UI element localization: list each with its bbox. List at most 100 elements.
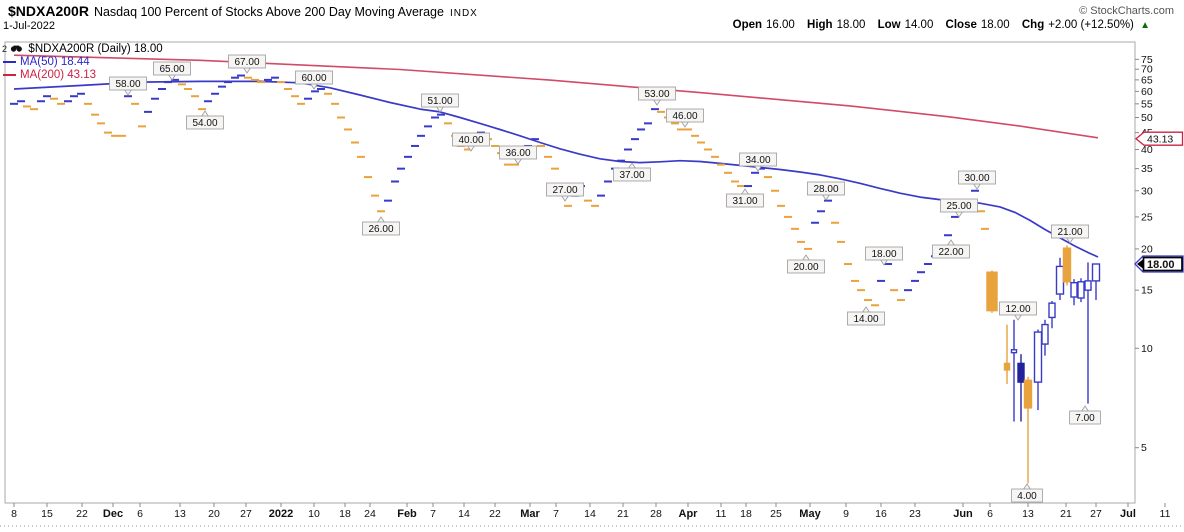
- daily-close-dash: [924, 263, 932, 266]
- daily-close-dash: [724, 171, 732, 174]
- daily-close-dash: [851, 279, 859, 282]
- ma200-line: [13, 54, 1099, 139]
- x-tick-label: Jul: [1120, 508, 1136, 520]
- daily-close-dash: [397, 167, 405, 170]
- daily-close-dash: [138, 125, 146, 128]
- daily-close-dash: [191, 95, 199, 98]
- daily-close-dash: [84, 102, 92, 105]
- price-callout: 31.00: [732, 196, 757, 207]
- x-tick-label: 24: [364, 508, 376, 520]
- high-label: High: [807, 19, 833, 31]
- price-callout: 21.00: [1057, 227, 1082, 238]
- x-tick-label: 15: [41, 508, 53, 520]
- price-callout: 4.00: [1017, 491, 1037, 502]
- daily-close-dash: [257, 81, 265, 84]
- daily-close-dash: [717, 163, 725, 166]
- price-callout: 7.00: [1075, 413, 1095, 424]
- daily-close-dash: [411, 144, 419, 147]
- daily-close-dash: [404, 155, 412, 158]
- price-callout: 40.00: [458, 135, 483, 146]
- callout-box: [186, 115, 224, 130]
- chart-header: $NDXA200R Nasdaq 100 Percent of Stocks Ab…: [8, 3, 478, 21]
- daily-close-dash: [237, 74, 245, 77]
- daily-close-dash: [151, 97, 159, 100]
- daily-close-dash: [30, 108, 38, 111]
- daily-close-dash: [124, 95, 132, 98]
- daily-close-dash: [897, 299, 905, 302]
- daily-close-dash: [251, 78, 259, 81]
- daily-close-dash: [757, 167, 765, 170]
- legend-ma200-row: MA(200) 43.13: [2, 69, 163, 82]
- daily-close-dash: [597, 194, 605, 197]
- callout-box: [932, 244, 970, 259]
- callout-box: [847, 311, 885, 326]
- candle-body: [1077, 281, 1085, 299]
- daily-close-dash: [824, 199, 832, 202]
- daily-close-dash: [631, 138, 639, 141]
- low-label: Low: [877, 19, 901, 31]
- legend-ma50-row: MA(50) 18.44: [2, 56, 163, 69]
- price-callout: 22.00: [938, 247, 963, 258]
- y-tick-label: 40: [1141, 144, 1153, 156]
- daily-close-dash: [977, 210, 985, 213]
- daily-close-dash: [864, 299, 872, 302]
- price-callout: 34.00: [745, 155, 770, 166]
- ma50-line: [13, 80, 1099, 258]
- daily-close-dash: [844, 263, 852, 266]
- x-tick-label: 7: [430, 508, 436, 520]
- callout-box: [295, 70, 333, 85]
- daily-close-dash: [584, 199, 592, 202]
- callout-box: [958, 170, 996, 185]
- y-tick-label: 75: [1141, 54, 1153, 66]
- daily-close-dash: [537, 144, 545, 147]
- x-tick-label: 10: [308, 508, 320, 520]
- chart-tool-icon: [11, 45, 23, 52]
- candle-body: [1070, 282, 1078, 298]
- daily-close-dash: [17, 100, 25, 103]
- candle-body: [1017, 362, 1025, 383]
- price-callout: 51.00: [427, 96, 452, 107]
- daily-close-dash: [164, 81, 172, 84]
- daily-close-dash: [184, 87, 192, 90]
- x-tick-label: 22: [76, 508, 88, 520]
- y-tick-label: 10: [1141, 343, 1153, 355]
- daily-close-dash: [591, 204, 599, 207]
- daily-close-dash: [797, 240, 805, 243]
- y-tick-label: 25: [1141, 211, 1153, 223]
- candle-body: [1010, 349, 1018, 354]
- daily-close-dash: [64, 100, 72, 103]
- daily-close-dash: [511, 163, 519, 166]
- daily-close-dash: [37, 100, 45, 103]
- daily-close-dash: [804, 247, 812, 250]
- daily-close-dash: [791, 227, 799, 230]
- price-callout: 36.00: [505, 148, 530, 159]
- daily-close-dash: [198, 108, 206, 111]
- ma50-swatch: [3, 60, 16, 63]
- daily-close-dash: [837, 240, 845, 243]
- price-callout: 27.00: [552, 185, 577, 196]
- daily-close-dash: [244, 76, 252, 79]
- price-callout: 60.00: [301, 73, 326, 84]
- daily-close-dash: [917, 271, 925, 274]
- y-tick-label: 15: [1141, 285, 1153, 297]
- x-tick-label: 27: [240, 508, 252, 520]
- daily-close-dash: [391, 180, 399, 183]
- daily-close-dash: [337, 116, 345, 119]
- x-tick-label: 18: [740, 508, 752, 520]
- callout-box: [865, 246, 903, 261]
- daily-close-dash: [377, 210, 385, 213]
- price-callout: 46.00: [672, 111, 697, 122]
- candle-body: [1055, 265, 1065, 295]
- candle-body: [1023, 379, 1033, 409]
- price-callout: 18.00: [871, 249, 896, 260]
- daily-close-dash: [871, 304, 879, 307]
- callout-box: [940, 198, 978, 213]
- x-tick-label: 21: [1060, 508, 1072, 520]
- plot-frame: [4, 41, 1136, 504]
- x-tick-label: 28: [650, 508, 662, 520]
- daily-close-dash: [981, 227, 989, 230]
- daily-close-dash: [97, 122, 105, 125]
- chg-label: Chg: [1021, 19, 1045, 31]
- x-tick-label: Apr: [679, 508, 699, 520]
- daily-close-dash: [697, 141, 705, 144]
